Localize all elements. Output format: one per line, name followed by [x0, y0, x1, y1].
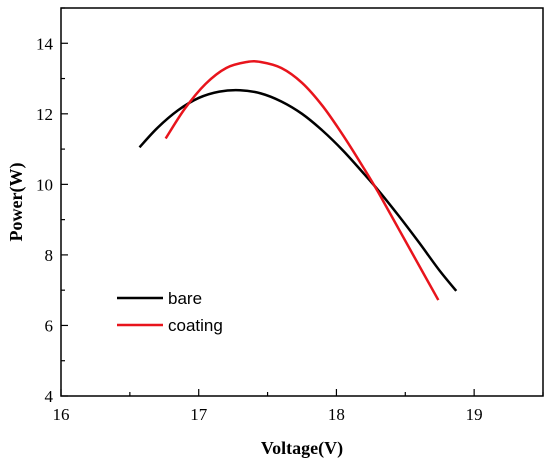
series-line-coating — [164, 59, 440, 301]
y-tick-label: 6 — [45, 316, 54, 335]
legend: bare coating — [117, 289, 223, 335]
legend-label-coating: coating — [168, 316, 223, 335]
y-tick-label: 10 — [36, 175, 53, 194]
y-axis-title: Power(W) — [6, 163, 27, 242]
y-tick-label: 14 — [36, 34, 54, 53]
x-tick-label: 17 — [190, 405, 208, 424]
x-tick-label: 16 — [53, 405, 70, 424]
y-tick-label: 12 — [36, 105, 53, 124]
x-tick-label: 19 — [466, 405, 483, 424]
y-tick-label: 8 — [45, 246, 54, 265]
y-tick-label: 4 — [45, 387, 54, 406]
legend-label-bare: bare — [168, 289, 202, 308]
axis-ticks — [60, 7, 544, 397]
x-tick-label: 18 — [328, 405, 345, 424]
series-line-bare — [138, 88, 458, 292]
series-lines — [138, 59, 458, 301]
axis-tick-labels: 16 17 18 19 4 6 8 10 12 14 — [36, 34, 483, 424]
plot-frame — [60, 7, 544, 397]
x-axis-title: Voltage(V) — [261, 438, 343, 459]
